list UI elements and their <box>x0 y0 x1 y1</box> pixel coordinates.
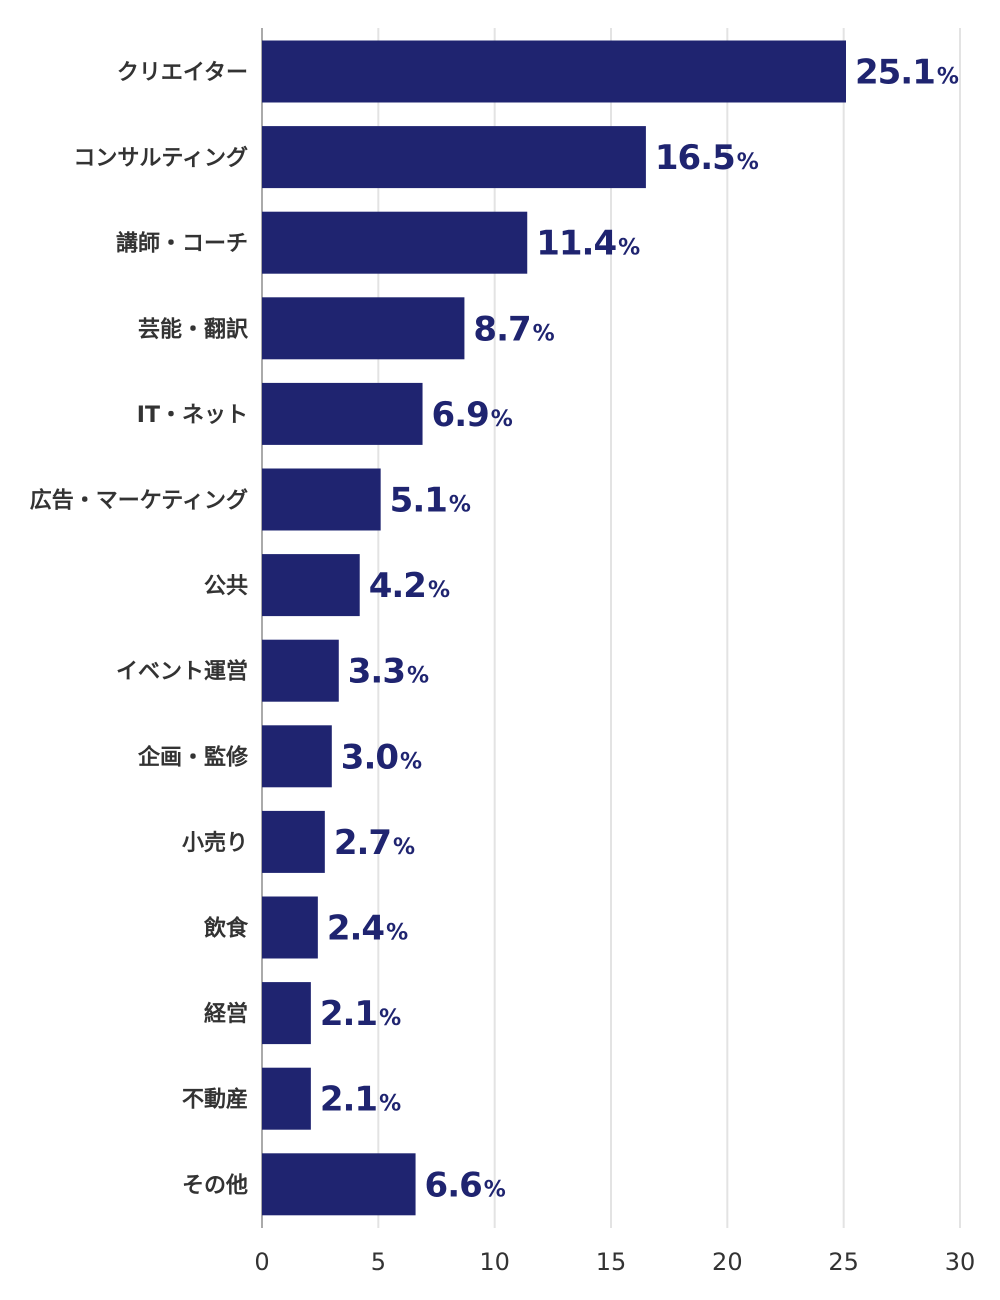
category-label: コンサルティング <box>73 145 248 171</box>
x-tick-label: 15 <box>596 1248 627 1276</box>
data-label-percent: % <box>449 493 471 518</box>
category-label: 経営 <box>204 1001 248 1027</box>
bar <box>262 810 325 873</box>
data-label-value: 11.4 <box>536 224 616 264</box>
bar <box>262 468 381 531</box>
data-label-percent: % <box>393 835 415 860</box>
data-label-value: 2.1 <box>320 1080 377 1120</box>
bar <box>262 211 528 274</box>
data-label-value: 6.6 <box>425 1165 482 1205</box>
category-label: イベント運営 <box>116 659 248 685</box>
category-label: クリエイター <box>117 61 248 86</box>
data-label-percent: % <box>737 150 759 175</box>
bars <box>262 40 846 1216</box>
data-label-percent: % <box>400 749 422 774</box>
category-label: 講師・コーチ <box>116 231 248 257</box>
bar <box>262 40 846 103</box>
bar <box>262 725 332 788</box>
bar <box>262 126 646 189</box>
x-axis-ticks: 0 5 10 15 20 25 30 <box>254 1248 975 1276</box>
grid-lines <box>261 28 961 1228</box>
bar <box>262 297 465 360</box>
data-label: 2.1% <box>320 1080 401 1120</box>
data-label: 2.4% <box>327 909 408 949</box>
category-label: 広告・マーケティング <box>30 488 248 514</box>
bar <box>262 382 423 445</box>
data-label-percent: % <box>533 321 555 346</box>
data-label-value: 3.0 <box>341 737 399 777</box>
x-tick-label: 0 <box>254 1248 269 1276</box>
data-label-percent: % <box>618 236 640 261</box>
data-label: 2.1% <box>320 994 401 1034</box>
bar <box>262 639 339 702</box>
x-tick-label: 10 <box>479 1248 510 1276</box>
data-label-value: 16.5 <box>655 138 735 178</box>
bar <box>262 1067 311 1130</box>
category-label: IT・ネット <box>137 403 248 428</box>
data-label: 8.7% <box>473 309 554 349</box>
data-label-value: 2.7 <box>334 823 391 863</box>
category-label: 小売り <box>182 830 248 856</box>
category-label: その他 <box>182 1173 248 1198</box>
data-label: 5.1% <box>390 481 471 521</box>
value-labels: 25.1%16.5%11.4%8.7%6.9%5.1%4.2%3.3%3.0%2… <box>320 53 960 1206</box>
data-label-value: 5.1 <box>390 481 447 521</box>
data-label-percent: % <box>937 65 959 90</box>
data-label-value: 25.1 <box>855 53 935 93</box>
data-label-value: 2.4 <box>327 909 385 949</box>
category-label: 企画・監修 <box>137 744 249 770</box>
bar <box>262 982 311 1045</box>
category-label: 飲食 <box>203 916 249 942</box>
data-label-value: 2.1 <box>320 994 377 1034</box>
data-label: 6.6% <box>425 1165 506 1205</box>
data-label: 4.2% <box>369 566 450 606</box>
data-label-percent: % <box>428 578 450 603</box>
data-label: 2.7% <box>334 823 415 863</box>
data-label-value: 6.9 <box>432 395 489 435</box>
data-label-value: 3.3 <box>348 652 405 692</box>
x-tick-label: 5 <box>371 1248 386 1276</box>
data-label-value: 4.2 <box>369 566 426 606</box>
x-tick-label: 30 <box>945 1248 976 1276</box>
data-label: 11.4% <box>536 224 640 264</box>
data-label-percent: % <box>484 1177 506 1202</box>
data-label-percent: % <box>491 407 513 432</box>
data-label: 3.0% <box>341 737 422 777</box>
data-label: 16.5% <box>655 138 759 178</box>
category-label: 不動産 <box>182 1087 248 1113</box>
x-tick-label: 20 <box>712 1248 743 1276</box>
category-label: 公共 <box>204 574 248 599</box>
bar <box>262 896 318 959</box>
data-label-percent: % <box>386 921 408 946</box>
data-label: 3.3% <box>348 652 429 692</box>
bar <box>262 1153 416 1216</box>
category-label: 芸能・翻訳 <box>138 316 249 342</box>
bar <box>262 554 360 617</box>
x-tick-label: 25 <box>828 1248 859 1276</box>
data-label-percent: % <box>379 1092 401 1117</box>
data-label-percent: % <box>407 664 429 689</box>
data-label-percent: % <box>379 1006 401 1031</box>
data-label: 6.9% <box>432 395 513 435</box>
data-label-value: 8.7 <box>473 309 530 349</box>
data-label: 25.1% <box>855 53 959 93</box>
